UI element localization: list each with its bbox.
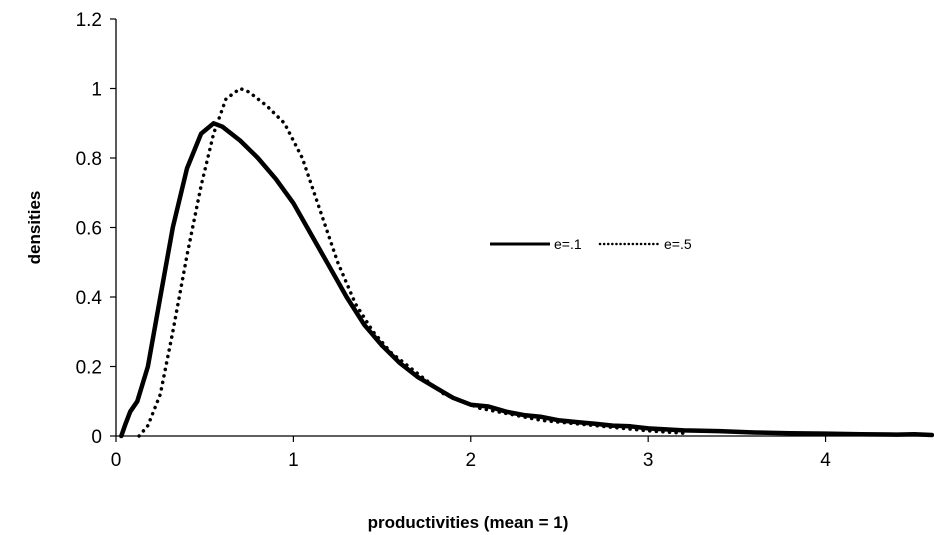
axes <box>115 19 932 437</box>
tick-marks <box>110 18 827 442</box>
y-tick-label: 0 <box>91 427 102 448</box>
legend-label-1: e=.1 <box>554 236 582 252</box>
y-tick-label: 0.8 <box>76 149 102 170</box>
y-tick-label: 0.6 <box>76 219 102 240</box>
legend: e=.1 e=.5 <box>490 236 692 252</box>
x-tick-label: 1 <box>288 450 299 471</box>
legend-label-2: e=.5 <box>664 236 692 252</box>
x-tick-label: 4 <box>820 450 831 471</box>
series-line-2 <box>137 86 686 438</box>
x-axis-title: productivities (mean = 1) <box>368 513 569 532</box>
y-tick-label: 0.4 <box>76 288 103 309</box>
x-tick-label: 0 <box>111 450 122 471</box>
x-tick-label: 2 <box>465 450 476 471</box>
series-line-1 <box>119 121 934 439</box>
tick-labels: 0 0.2 0.4 0.6 0.8 1 1.2 0 1 2 3 4 <box>76 10 832 471</box>
y-tick-label: 0.2 <box>76 358 102 379</box>
y-tick-label: 1 <box>91 80 102 101</box>
y-axis-title: densities <box>25 191 44 265</box>
series-layer <box>119 86 934 439</box>
y-tick-label: 1.2 <box>76 10 102 31</box>
x-tick-label: 3 <box>643 450 654 471</box>
